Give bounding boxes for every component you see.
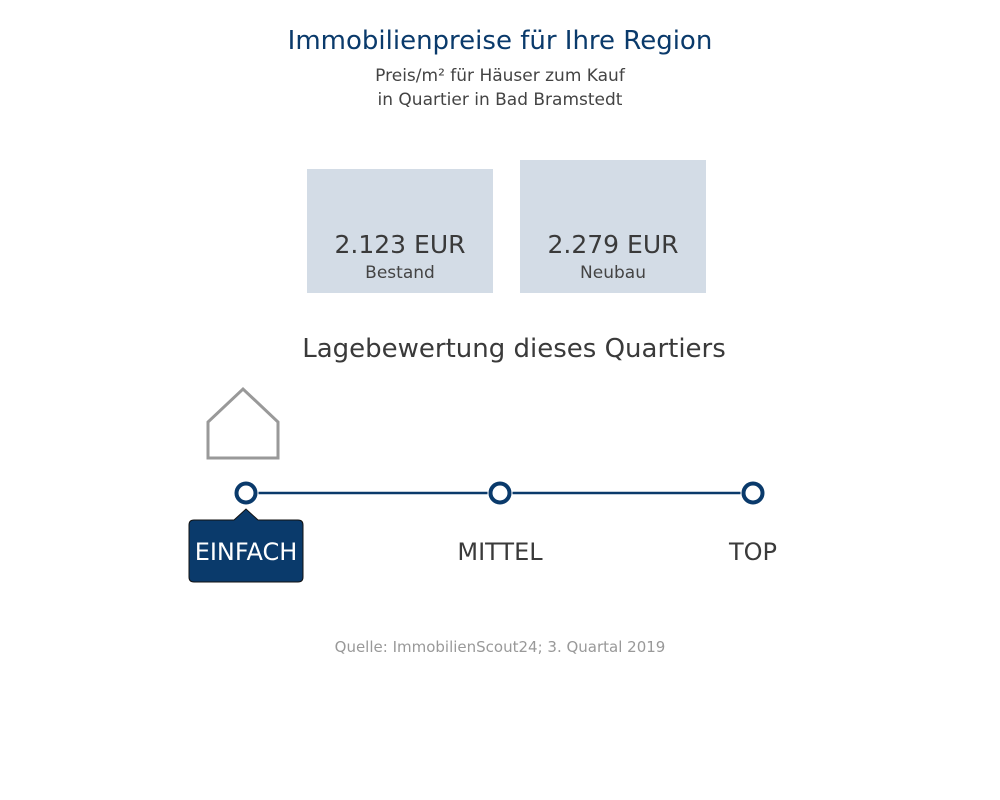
- scale-point-mittel: [488, 481, 512, 505]
- price-box-neubau: 2.279 EUR Neubau: [520, 160, 706, 293]
- scale-label-top: TOP: [728, 538, 777, 566]
- scale-labels: EINFACH MITTEL TOP: [188, 508, 777, 583]
- location-scale: EINFACH MITTEL TOP: [188, 386, 777, 583]
- selected-level-marker: [188, 508, 304, 583]
- scale-label-einfach: EINFACH: [195, 538, 298, 566]
- subtitle-line-2: in Quartier in Bad Bramstedt: [377, 90, 623, 110]
- price-box-bestand: 2.123 EUR Bestand: [307, 169, 493, 293]
- price-label-neubau: Neubau: [580, 263, 646, 283]
- source-note: Quelle: ImmobilienScout24; 3. Quartal 20…: [334, 638, 666, 656]
- house-icon: [206, 386, 280, 460]
- page-title: Immobilienpreise für Ihre Region: [287, 26, 713, 56]
- location-rating-title: Lagebewertung dieses Quartiers: [302, 334, 726, 364]
- price-value-neubau: 2.279 EUR: [547, 230, 679, 259]
- scale-point-einfach: [234, 481, 258, 505]
- price-value-bestand: 2.123 EUR: [334, 230, 466, 259]
- scale-points: [234, 481, 765, 505]
- price-label-bestand: Bestand: [365, 263, 435, 283]
- subtitle-line-1: Preis/m² für Häuser zum Kauf: [375, 66, 625, 86]
- scale-label-mittel: MITTEL: [457, 538, 543, 566]
- scale-point-top: [741, 481, 765, 505]
